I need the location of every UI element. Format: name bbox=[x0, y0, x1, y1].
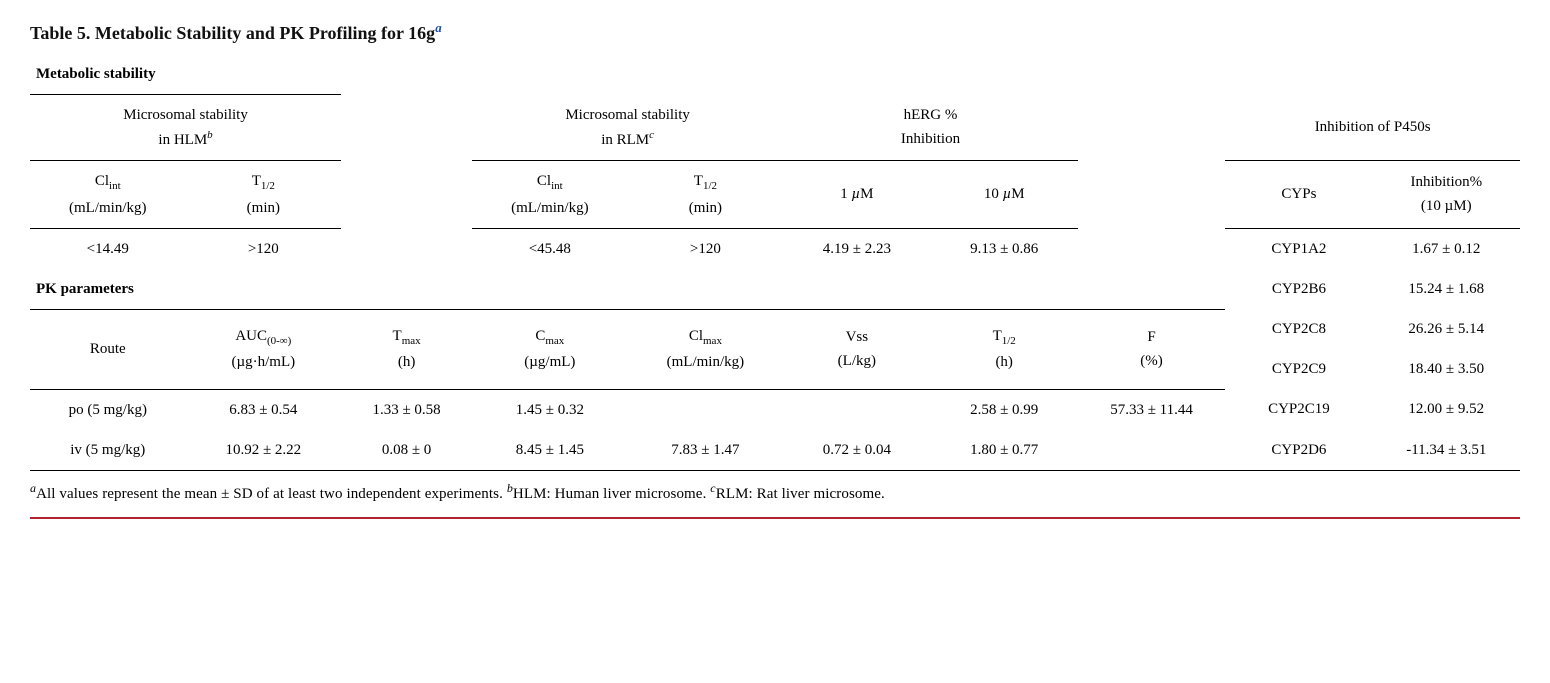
iv-route: iv (5 mg/kg) bbox=[30, 430, 186, 470]
cyp-val: 18.40 ± 3.50 bbox=[1373, 349, 1520, 389]
hdr-herg: hERG % Inhibition bbox=[783, 95, 1078, 161]
table-row: po (5 mg/kg) 6.83 ± 0.54 1.33 ± 0.58 1.4… bbox=[30, 389, 1520, 430]
po-cmax: 1.45 ± 0.32 bbox=[472, 389, 628, 430]
hdr-rlm: Microsomal stability in RLMc bbox=[472, 95, 783, 161]
iv-auc: 10.92 ± 2.22 bbox=[186, 430, 342, 470]
hdr-p450: Inhibition of P450s bbox=[1225, 95, 1520, 161]
pk-route-hdr: Route bbox=[30, 309, 186, 389]
foot-a: All values represent the mean ± SD of at… bbox=[36, 486, 507, 502]
iv-clmax: 7.83 ± 1.47 bbox=[628, 430, 784, 470]
section-pk-label: PK parameters bbox=[30, 269, 341, 310]
ms-hlm-t: >120 bbox=[186, 228, 342, 269]
sub-inh: Inhibition% (10 µM) bbox=[1373, 161, 1520, 229]
pk-f-hdr: F (%) bbox=[1078, 309, 1225, 389]
pk-thalf-hdr: T1/2 (h) bbox=[931, 309, 1078, 389]
table-row: Clint (mL/min/kg) T1/2 (min) Clint (mL/m… bbox=[30, 161, 1520, 229]
cyp-name: CYP2C9 bbox=[1225, 349, 1372, 389]
iv-cmax: 8.45 ± 1.45 bbox=[472, 430, 628, 470]
cyp-name: CYP2D6 bbox=[1225, 430, 1372, 470]
table-title: Table 5. Metabolic Stability and PK Prof… bbox=[30, 20, 1520, 44]
iv-vss: 0.72 ± 0.04 bbox=[783, 430, 930, 470]
po-clmax bbox=[628, 389, 784, 430]
table-row: <14.49 >120 <45.48 >120 4.19 ± 2.23 9.13… bbox=[30, 228, 1520, 269]
cyp-name: CYP2C19 bbox=[1225, 389, 1372, 430]
ms-herg10: 9.13 ± 0.86 bbox=[931, 228, 1078, 269]
po-f: 57.33 ± 11.44 bbox=[1078, 389, 1225, 430]
table-row: Metabolic stability bbox=[30, 54, 1520, 95]
cyp-name: CYP2C8 bbox=[1225, 309, 1372, 349]
cyp-name: CYP2B6 bbox=[1225, 269, 1372, 310]
foot-c: RLM: Rat liver microsome. bbox=[716, 486, 885, 502]
sub-cyps: CYPs bbox=[1225, 161, 1372, 229]
iv-thalf: 1.80 ± 0.77 bbox=[931, 430, 1078, 470]
ms-hlm-cl: <14.49 bbox=[30, 228, 186, 269]
hdr-hlm-l1: Microsomal stability bbox=[123, 107, 248, 123]
table-footnotes: aAll values represent the mean ± SD of a… bbox=[30, 470, 1520, 519]
iv-f bbox=[1078, 430, 1225, 470]
cyp-val: -11.34 ± 3.51 bbox=[1373, 430, 1520, 470]
ms-rlm-t: >120 bbox=[628, 228, 784, 269]
hdr-herg-l2: Inhibition bbox=[901, 131, 960, 147]
pk-table: Metabolic stability Microsomal stability… bbox=[30, 54, 1520, 470]
iv-tmax: 0.08 ± 0 bbox=[341, 430, 472, 470]
hdr-hlm-l2: in HLM bbox=[158, 132, 207, 148]
ms-rlm-cl: <45.48 bbox=[472, 228, 628, 269]
sub-hlm-cl: Clint (mL/min/kg) bbox=[30, 161, 186, 229]
po-thalf: 2.58 ± 0.99 bbox=[931, 389, 1078, 430]
ms-herg1: 4.19 ± 2.23 bbox=[783, 228, 930, 269]
hdr-rlm-l1: Microsomal stability bbox=[565, 107, 690, 123]
pk-auc-hdr: AUC(0-∞) (µg·h/mL) bbox=[186, 309, 342, 389]
pk-tmax-hdr: Tmax (h) bbox=[341, 309, 472, 389]
po-auc: 6.83 ± 0.54 bbox=[186, 389, 342, 430]
cyp-val: 12.00 ± 9.52 bbox=[1373, 389, 1520, 430]
hdr-rlm-l2: in RLM bbox=[601, 132, 649, 148]
title-sup: a bbox=[435, 20, 442, 35]
hdr-herg-l1: hERG % bbox=[904, 107, 958, 123]
hdr-rlm-sup: c bbox=[649, 129, 654, 141]
pk-vss-hdr: Vss (L/kg) bbox=[783, 309, 930, 389]
cyp-val: 1.67 ± 0.12 bbox=[1373, 228, 1520, 269]
foot-b: HLM: Human liver microsome. bbox=[513, 486, 710, 502]
table-row: Route AUC(0-∞) (µg·h/mL) Tmax (h) Cmax (… bbox=[30, 309, 1520, 349]
po-tmax: 1.33 ± 0.58 bbox=[341, 389, 472, 430]
pk-clmax-hdr: Clmax (mL/min/kg) bbox=[628, 309, 784, 389]
cyp-name: CYP1A2 bbox=[1225, 228, 1372, 269]
table-5: Table 5. Metabolic Stability and PK Prof… bbox=[30, 20, 1520, 519]
table-row: iv (5 mg/kg) 10.92 ± 2.22 0.08 ± 0 8.45 … bbox=[30, 430, 1520, 470]
title-text: Table 5. Metabolic Stability and PK Prof… bbox=[30, 23, 435, 43]
section-ms-label: Metabolic stability bbox=[30, 54, 341, 95]
po-vss bbox=[783, 389, 930, 430]
pk-cmax-hdr: Cmax (µg/mL) bbox=[472, 309, 628, 389]
hdr-hlm-sup: b bbox=[207, 129, 213, 141]
table-row: PK parameters CYP2B6 15.24 ± 1.68 bbox=[30, 269, 1520, 310]
sub-rlm-cl: Clint (mL/min/kg) bbox=[472, 161, 628, 229]
po-route: po (5 mg/kg) bbox=[30, 389, 186, 430]
sub-herg-10: 10 µM bbox=[931, 161, 1078, 229]
sub-herg-1: 1 µM bbox=[783, 161, 930, 229]
sub-hlm-t: T1/2 (min) bbox=[186, 161, 342, 229]
cyp-val: 15.24 ± 1.68 bbox=[1373, 269, 1520, 310]
hdr-hlm: Microsomal stability in HLMb bbox=[30, 95, 341, 161]
table-row: Microsomal stability in HLMb Microsomal … bbox=[30, 95, 1520, 161]
cyp-val: 26.26 ± 5.14 bbox=[1373, 309, 1520, 349]
sub-rlm-t: T1/2 (min) bbox=[628, 161, 784, 229]
